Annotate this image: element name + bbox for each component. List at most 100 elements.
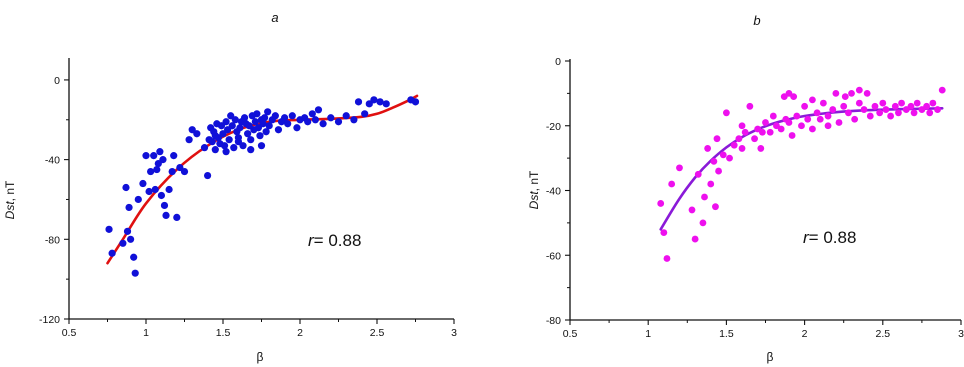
panel-a-data-point xyxy=(108,249,116,257)
panel-a-data-point xyxy=(222,148,230,156)
panel-a-data-point xyxy=(180,167,189,176)
panel-b-data-point xyxy=(841,93,849,101)
panel-a-data-point xyxy=(376,98,384,106)
panel-a-data-point xyxy=(370,96,378,104)
panel-a-chart: a 0.5 1 1.5 2 2.5 3 -120 -80 -40 0 β Dst, nT r= 0… xyxy=(3,10,457,364)
panel-b-data-point xyxy=(813,109,821,117)
panel-a-x-tick-label: 0.5 xyxy=(62,327,77,339)
panel-b-data-point xyxy=(876,109,884,117)
panel-a-data-point xyxy=(162,211,170,219)
panel-a-data-point xyxy=(247,136,255,144)
panel-b-correlation-annotation: r= 0.88 xyxy=(803,228,856,247)
panel-b-x-tick-label: 2.5 xyxy=(875,328,890,340)
panel-a-data-point xyxy=(308,110,316,118)
panel-b-data-point xyxy=(887,112,895,120)
panel-b-data-point xyxy=(723,109,730,117)
panel-a-x-tick-label: 1.5 xyxy=(216,327,231,339)
panel-b-data-point xyxy=(871,102,879,110)
panel-a-data-point xyxy=(157,191,165,200)
panel-b-y-axis-label: Dst, nT xyxy=(527,170,541,209)
panel-a-data-point xyxy=(208,138,216,146)
panel-a-data-point xyxy=(274,126,283,134)
panel-b-data-point xyxy=(816,115,824,123)
panel-a-data-point xyxy=(123,227,132,235)
panel-a-data-point xyxy=(361,110,369,118)
panel-a-data-point xyxy=(311,116,319,124)
panel-a-data-point xyxy=(142,152,150,160)
panel-b-data-point xyxy=(691,235,699,243)
panel-a-data-point xyxy=(260,114,269,122)
panel-b-data-point xyxy=(704,145,712,152)
panel-b-data-point xyxy=(895,109,902,117)
panel-a-x-tick-label: 2.5 xyxy=(370,327,385,339)
panel-a-data-point xyxy=(119,239,127,247)
panel-b-data-point xyxy=(891,102,899,110)
panel-a-data-point xyxy=(342,112,350,120)
panel-b-data-point xyxy=(863,89,871,97)
panel-b-data-point xyxy=(907,102,915,110)
panel-b-data-point xyxy=(735,135,743,143)
panel-a-data-point xyxy=(151,185,159,194)
panel-b-data-point xyxy=(851,115,859,123)
panel-a-data-point xyxy=(231,116,239,124)
panel-a-data-point xyxy=(244,130,252,138)
panel-a-data-point xyxy=(281,114,289,122)
panel-b-data-point xyxy=(746,102,754,110)
panel-a-data-point xyxy=(293,124,301,132)
panel-a-data-point xyxy=(350,116,358,124)
panel-b-data-point xyxy=(699,219,707,227)
panel-a-data-point xyxy=(319,120,327,128)
panel-b-data-point xyxy=(730,141,738,149)
panel-b-data-point xyxy=(798,122,805,130)
panel-b-data-point xyxy=(923,102,930,110)
panel-b-data-point xyxy=(719,151,727,159)
panel-a-data-point xyxy=(220,142,229,150)
panel-b-x-tick-label: 3 xyxy=(958,328,964,340)
panel-b-data-point xyxy=(793,112,801,120)
panel-a-data-point xyxy=(188,126,196,134)
panel-b-data-point xyxy=(866,112,874,120)
panel-a-y-tick-label: -80 xyxy=(45,234,60,246)
panel-a-data-point xyxy=(334,118,343,126)
panel-b-data-point xyxy=(660,229,668,236)
panel-b-data-point xyxy=(788,132,796,139)
panel-a-data-point xyxy=(122,183,130,192)
panel-a-data-point xyxy=(251,118,259,126)
panel-b-data-point xyxy=(879,99,887,107)
panel-a-data-point xyxy=(228,122,236,130)
panel-b-y-tick-label: -60 xyxy=(546,250,561,262)
panel-a-data-point xyxy=(165,185,173,194)
panel-a-data-point xyxy=(304,118,312,126)
panel-b-data-point xyxy=(934,106,941,113)
panel-b-data-point xyxy=(657,200,665,207)
panel-a-y-tick-label: -120 xyxy=(39,314,60,326)
panel-b-data-point xyxy=(809,96,816,104)
panel-b-data-point xyxy=(824,112,832,120)
panel-b-data-point xyxy=(741,128,749,136)
panel-b-data-point xyxy=(663,255,671,262)
panel-a-data-point xyxy=(247,146,255,154)
panel-b-data-point xyxy=(707,180,715,188)
panel-a-data-point xyxy=(159,156,167,164)
panel-b-data-point xyxy=(694,170,702,178)
panel-b-data-point xyxy=(769,112,777,120)
panel-a-data-point xyxy=(222,118,230,126)
panel-b-data-point xyxy=(809,125,816,133)
panel-a-data-point xyxy=(185,136,193,144)
panel-a-data-point xyxy=(327,114,335,122)
panel-a-data-point xyxy=(150,152,158,160)
panel-b-data-point xyxy=(913,99,921,107)
panel-a-y-axis-label: Dst, nT xyxy=(3,180,17,219)
panel-b-axes: 0.5 1 1.5 2 2.5 3 -80 -60 -40 -20 0 xyxy=(546,56,964,340)
panel-b-data-point xyxy=(790,93,798,101)
panel-a-data-point xyxy=(288,112,296,120)
panel-b-data-point xyxy=(785,119,793,126)
panel-a-data-point xyxy=(240,114,249,122)
panel-b-data-point xyxy=(701,193,708,201)
panel-b-data-point xyxy=(710,157,718,165)
panel-b-data-point xyxy=(676,164,683,172)
panel-a-data-point xyxy=(200,144,209,152)
panel-b-data-point xyxy=(898,99,905,107)
panel-b-data-point xyxy=(712,203,719,211)
